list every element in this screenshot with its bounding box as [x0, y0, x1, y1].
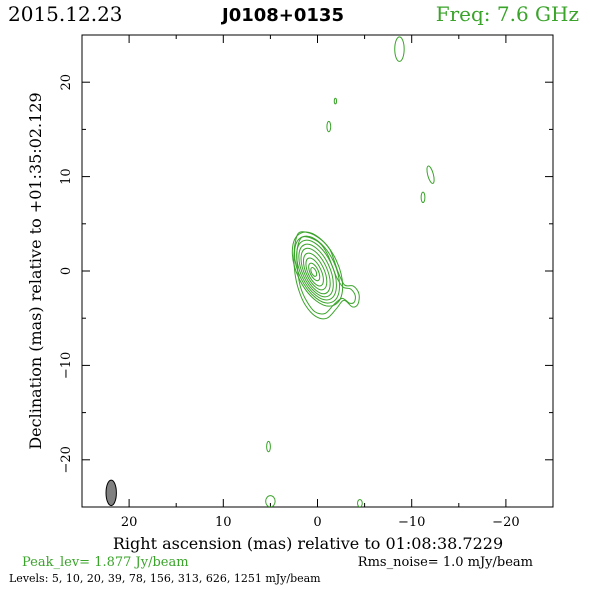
isolated-contour	[357, 498, 363, 507]
y-tick-label: −20	[59, 446, 74, 473]
core-contour	[296, 239, 337, 301]
x-tick-label: 20	[121, 515, 138, 530]
core-contour	[294, 235, 341, 304]
core-contour	[298, 243, 334, 298]
beam-layer	[105, 479, 117, 507]
isolated-contour	[326, 120, 332, 133]
beam-ellipse	[105, 479, 117, 507]
x-tick-label: 0	[313, 515, 321, 530]
isolated-contour	[394, 36, 405, 62]
core-contour	[300, 247, 331, 295]
x-tick-labels: 20 10 0 −10 −20	[121, 515, 520, 530]
core-contour	[308, 262, 321, 282]
isolated-contour	[420, 191, 426, 204]
header-frequency: Freq: 7.6 GHz	[436, 2, 579, 26]
y-tick-label: 20	[59, 74, 74, 91]
core-contour	[305, 257, 324, 287]
core-contour	[291, 231, 344, 307]
peak-level: Peak_lev= 1.877 Jy/beam	[22, 555, 189, 570]
isolated-contour	[265, 495, 276, 507]
header-date: 2015.12.23	[8, 2, 123, 26]
plot-frame	[81, 34, 554, 508]
outer-contour	[293, 231, 360, 320]
x-tick-label: −20	[492, 515, 519, 530]
y-tick-labels: 20 10 0 −10 −20	[59, 74, 74, 474]
x-tick-label: −10	[398, 515, 425, 530]
rms-noise: Rms_noise= 1.0 mJy/beam	[358, 555, 533, 570]
core-contour	[310, 267, 318, 277]
axis-ticks	[81, 34, 554, 508]
x-tick-label: 10	[215, 515, 232, 530]
y-axis-label: Declination (mas) relative to +01:35:02.…	[26, 92, 45, 449]
y-tick-label: 10	[59, 168, 74, 185]
core-contour	[302, 252, 328, 291]
isolated-contour	[333, 97, 338, 105]
y-tick-label: −10	[59, 352, 74, 379]
isolated-contour	[266, 440, 271, 453]
contour-layer	[265, 36, 435, 507]
y-tick-label: 0	[59, 267, 74, 275]
header-source: J0108+0135	[220, 5, 344, 26]
contour-levels: Levels: 5, 10, 20, 39, 78, 156, 313, 626…	[9, 572, 321, 585]
x-axis-label: Right ascension (mas) relative to 01:08:…	[113, 534, 503, 553]
isolated-contour	[426, 165, 435, 184]
